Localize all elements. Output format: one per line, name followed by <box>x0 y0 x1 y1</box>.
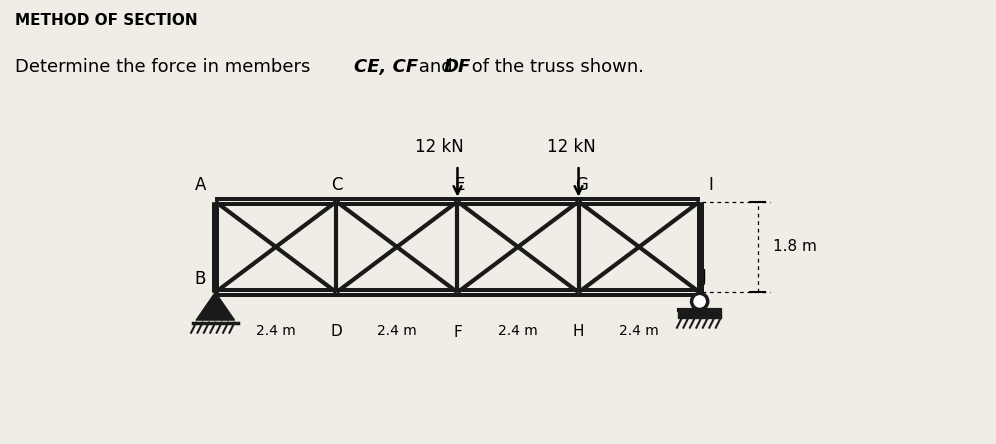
Text: F: F <box>453 325 462 340</box>
Text: Determine the force in members: Determine the force in members <box>15 58 316 76</box>
Text: B: B <box>195 270 206 288</box>
Text: A: A <box>195 176 206 194</box>
Text: E: E <box>455 176 465 194</box>
Text: 12 kN: 12 kN <box>547 138 596 156</box>
Text: C: C <box>331 176 343 194</box>
Bar <box>678 311 721 317</box>
Text: H: H <box>573 324 585 339</box>
Text: J: J <box>702 268 707 286</box>
Text: CE, CF: CE, CF <box>354 58 417 76</box>
Text: 1.8 m: 1.8 m <box>773 239 817 254</box>
Text: 2.4 m: 2.4 m <box>620 324 659 337</box>
Text: METHOD OF SECTION: METHOD OF SECTION <box>15 13 197 28</box>
Text: D: D <box>331 324 343 339</box>
Text: and: and <box>413 58 459 76</box>
Text: 2.4 m: 2.4 m <box>498 324 538 337</box>
Circle shape <box>691 293 708 309</box>
Text: 2.4 m: 2.4 m <box>256 324 296 337</box>
Text: I: I <box>709 176 713 194</box>
Text: 12 kN: 12 kN <box>415 138 464 156</box>
Text: of the truss shown.: of the truss shown. <box>466 58 644 76</box>
Text: 2.4 m: 2.4 m <box>377 324 416 337</box>
Text: G: G <box>575 176 588 194</box>
Text: DF: DF <box>443 58 470 76</box>
Polygon shape <box>196 292 234 320</box>
